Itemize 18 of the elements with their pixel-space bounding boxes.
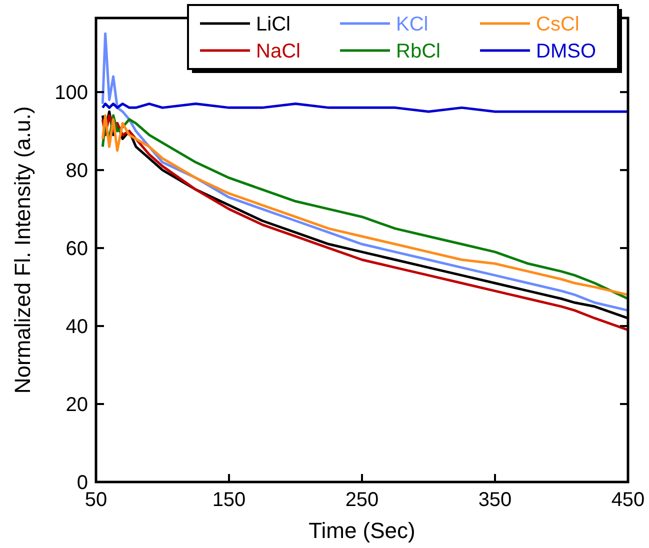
legend-label: DMSO <box>536 40 596 62</box>
line-series <box>101 32 630 312</box>
legend-label: NaCl <box>256 40 300 62</box>
legend-label: KCl <box>396 14 428 36</box>
x-tick-label: 350 <box>478 489 512 511</box>
y-tick-label: 20 <box>66 394 88 416</box>
x-tick-label: 450 <box>611 489 645 511</box>
y-tick-label: 60 <box>66 238 88 260</box>
x-tick-label: 250 <box>345 489 379 511</box>
legend-label: RbCl <box>396 40 440 62</box>
legend-label: CsCl <box>536 14 580 36</box>
x-tick-label: 150 <box>212 489 246 511</box>
y-tick-label: 100 <box>54 82 88 104</box>
y-tick-label: 40 <box>66 316 88 338</box>
legend-label: LiCl <box>256 14 290 36</box>
y-tick-label: 80 <box>66 160 88 182</box>
x-axis-title: Time (Sec) <box>308 518 416 543</box>
y-axis-title: Normalized Fl. Intensity (a.u.) <box>10 106 35 394</box>
